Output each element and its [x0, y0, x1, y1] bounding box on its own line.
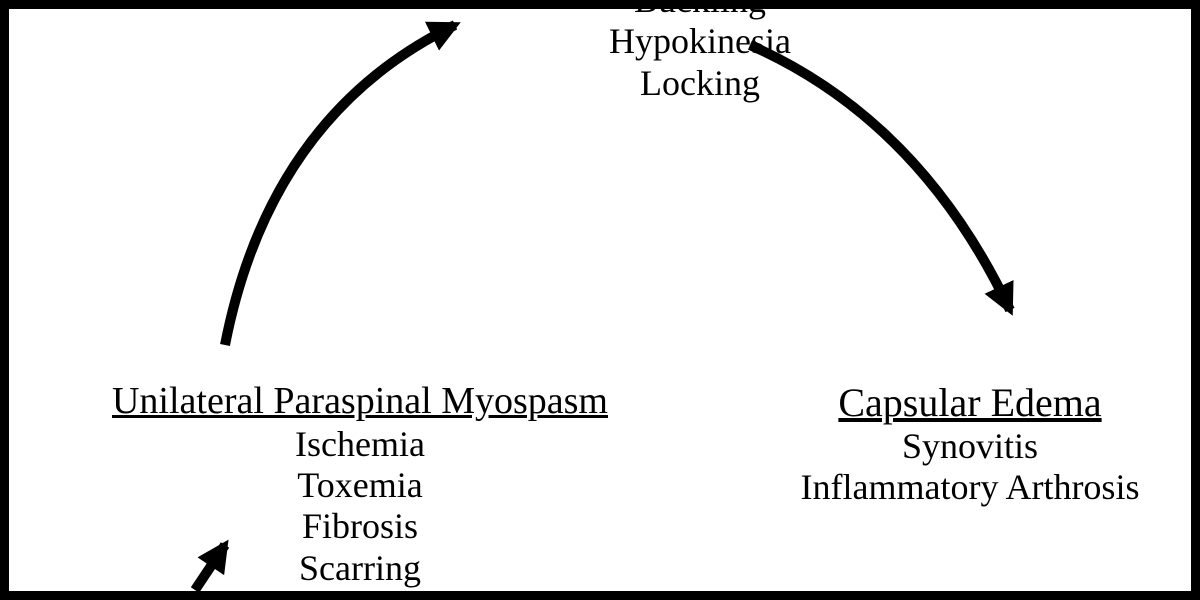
- arrow-left-to-top: [225, 25, 455, 345]
- node-left-item-0: Ischemia: [50, 424, 670, 465]
- node-top-item-1: Hypokinesia: [570, 21, 830, 62]
- node-right: Capsular Edema Synovitis Inflammatory Ar…: [760, 380, 1180, 509]
- node-left-item-2: Fibrosis: [50, 506, 670, 547]
- node-top: Buckling Hypokinesia Locking: [570, 0, 830, 104]
- node-right-item-1: Inflammatory Arthrosis: [760, 467, 1180, 508]
- diagram-canvas: Buckling Hypokinesia Locking Unilateral …: [0, 0, 1200, 600]
- node-left-item-1: Toxemia: [50, 465, 670, 506]
- node-left: Unilateral Paraspinal Myospasm Ischemia …: [50, 380, 670, 589]
- node-left-title: Unilateral Paraspinal Myospasm: [50, 380, 670, 424]
- node-right-title: Capsular Edema: [760, 380, 1180, 426]
- node-right-item-0: Synovitis: [760, 426, 1180, 467]
- node-left-item-3: Scarring: [50, 548, 670, 589]
- node-top-item-2: Locking: [570, 63, 830, 104]
- node-top-item-0: Buckling: [570, 0, 830, 21]
